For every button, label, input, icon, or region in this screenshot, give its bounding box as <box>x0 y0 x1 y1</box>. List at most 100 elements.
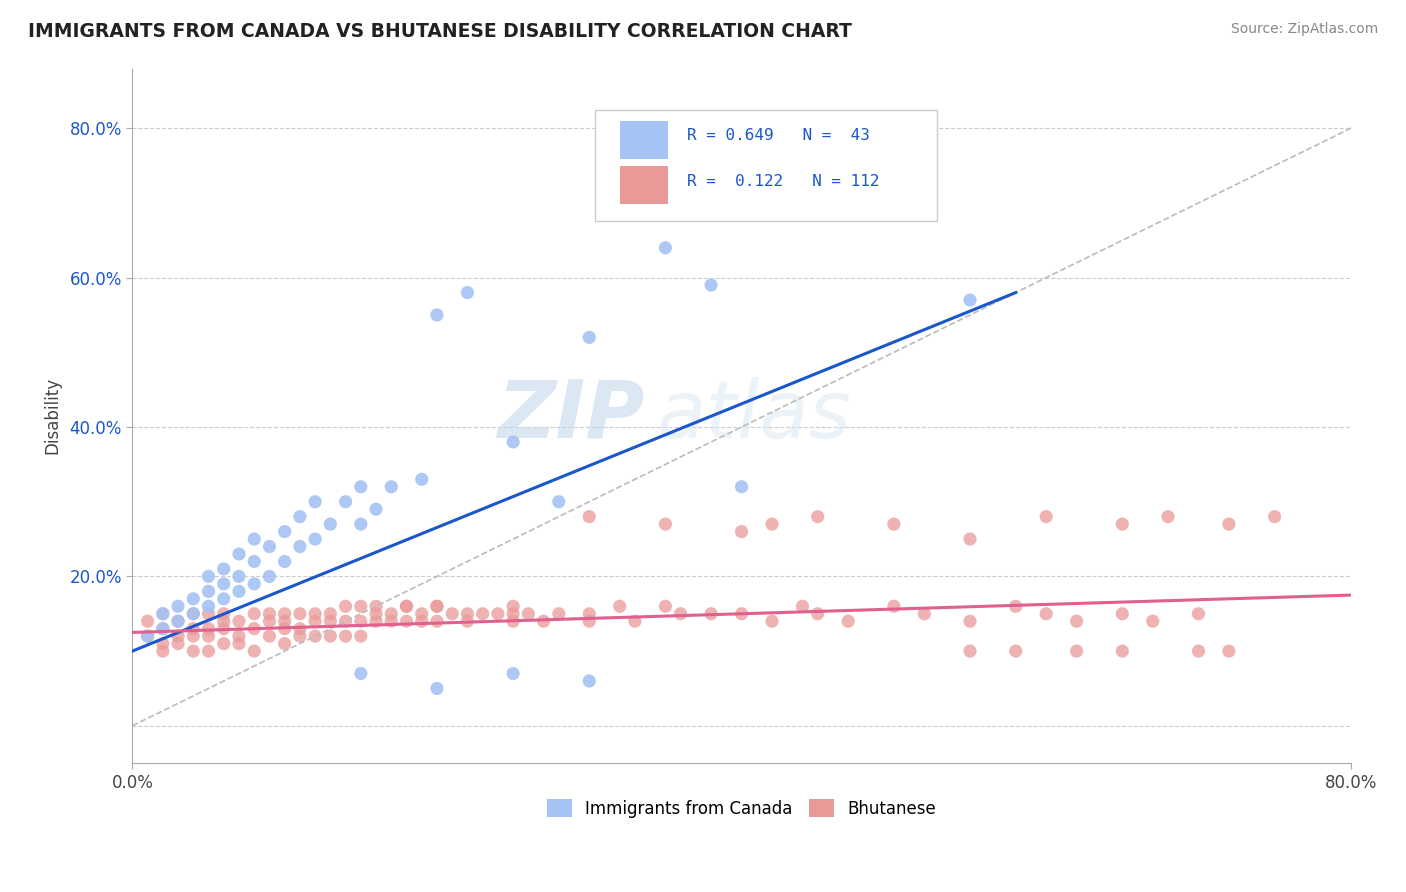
Point <box>411 607 433 621</box>
Point <box>243 622 266 636</box>
Point <box>959 644 981 658</box>
Point <box>228 629 250 643</box>
Point <box>335 599 357 614</box>
Point <box>380 607 402 621</box>
Point <box>273 524 295 539</box>
Legend: Immigrants from Canada, Bhutanese: Immigrants from Canada, Bhutanese <box>540 793 943 824</box>
Point <box>288 509 311 524</box>
Point <box>273 607 295 621</box>
Point <box>1111 607 1133 621</box>
Point <box>319 607 342 621</box>
Point <box>212 591 235 606</box>
Point <box>212 614 235 628</box>
Point <box>243 554 266 568</box>
Point <box>181 629 204 643</box>
Point <box>304 532 326 546</box>
Point <box>364 607 387 621</box>
Point <box>533 614 555 628</box>
Point <box>152 622 174 636</box>
Point <box>350 480 373 494</box>
Point <box>578 614 600 628</box>
Point <box>1111 644 1133 658</box>
Point <box>380 480 402 494</box>
Point <box>654 241 676 255</box>
Point <box>502 434 524 449</box>
Point <box>883 599 905 614</box>
Point <box>136 614 159 628</box>
Point <box>212 577 235 591</box>
Point <box>807 607 830 621</box>
Point <box>335 494 357 508</box>
Point <box>228 637 250 651</box>
Point <box>456 285 478 300</box>
Point <box>319 629 342 643</box>
Point <box>1187 607 1209 621</box>
Point <box>1157 509 1180 524</box>
Point <box>761 517 783 532</box>
Point <box>273 614 295 628</box>
Point <box>364 502 387 516</box>
Y-axis label: Disability: Disability <box>44 377 60 454</box>
Point <box>197 644 219 658</box>
Point <box>167 629 190 643</box>
Point <box>486 607 509 621</box>
Point <box>730 607 752 621</box>
Point <box>395 614 418 628</box>
Point <box>578 607 600 621</box>
Point <box>350 614 373 628</box>
Point <box>578 509 600 524</box>
Point <box>228 614 250 628</box>
Text: R = 0.649   N =  43: R = 0.649 N = 43 <box>686 128 869 143</box>
Point <box>259 614 281 628</box>
Point <box>197 629 219 643</box>
Point <box>792 599 814 614</box>
Point <box>243 644 266 658</box>
Point <box>959 614 981 628</box>
Point <box>212 562 235 576</box>
Point <box>197 607 219 621</box>
Point <box>700 607 723 621</box>
Point <box>471 607 494 621</box>
Point <box>181 622 204 636</box>
Point <box>761 614 783 628</box>
Point <box>807 509 830 524</box>
Point <box>426 599 449 614</box>
Point <box>288 629 311 643</box>
Point <box>883 517 905 532</box>
Point <box>730 480 752 494</box>
Point <box>1264 509 1286 524</box>
Text: IMMIGRANTS FROM CANADA VS BHUTANESE DISABILITY CORRELATION CHART: IMMIGRANTS FROM CANADA VS BHUTANESE DISA… <box>28 22 852 41</box>
Point <box>167 614 190 628</box>
Point <box>136 629 159 643</box>
Point <box>259 607 281 621</box>
Point <box>181 607 204 621</box>
Point <box>912 607 935 621</box>
Point <box>1066 614 1088 628</box>
Point <box>1066 644 1088 658</box>
Text: R =  0.122   N = 112: R = 0.122 N = 112 <box>686 174 879 189</box>
Point <box>197 599 219 614</box>
Point <box>502 666 524 681</box>
Point <box>517 607 540 621</box>
Point <box>609 599 631 614</box>
Point <box>411 472 433 486</box>
Point <box>456 607 478 621</box>
Point <box>502 614 524 628</box>
Point <box>380 614 402 628</box>
Point <box>654 517 676 532</box>
Point <box>624 614 647 628</box>
Point <box>167 599 190 614</box>
Point <box>152 607 174 621</box>
Point <box>136 629 159 643</box>
Point <box>578 673 600 688</box>
Point <box>837 614 859 628</box>
Point <box>654 599 676 614</box>
Point <box>730 524 752 539</box>
Point <box>350 666 373 681</box>
Point <box>335 614 357 628</box>
Point <box>1035 509 1057 524</box>
Point <box>228 547 250 561</box>
Point <box>288 607 311 621</box>
Point <box>197 569 219 583</box>
Point <box>228 584 250 599</box>
